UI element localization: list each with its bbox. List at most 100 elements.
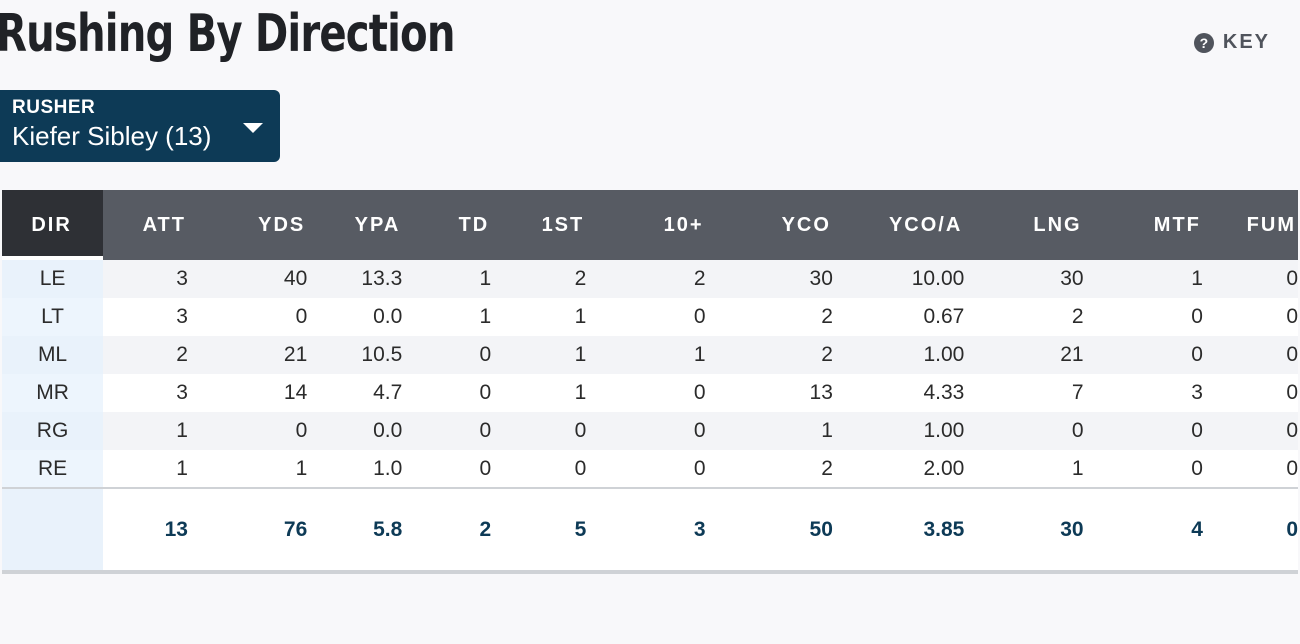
table-cell: 1	[176, 456, 188, 480]
table-cell: 13.3	[361, 267, 403, 290]
totals-cell: 50	[705, 487, 833, 574]
table-cell: 2	[821, 456, 833, 480]
table-cell: 0	[693, 305, 706, 328]
table-cell: 3	[176, 305, 188, 328]
rusher-label: RUSHER	[12, 97, 96, 118]
table-cell: 0	[1071, 419, 1084, 442]
totals-label-cell	[2, 487, 104, 574]
table-cell: 3	[1191, 381, 1203, 404]
table-cell: 1	[821, 419, 833, 442]
direction-cell: MR	[2, 374, 104, 412]
table-cell: 3	[176, 381, 188, 404]
totals-cell: 4	[1083, 487, 1203, 574]
table-header-row: DIR ATT YDS YPA TD 1ST 10+ YCO YCO/A LNG MTF FUM	[2, 190, 1298, 260]
table-row: MR 3 14 4.7 0 1 0 13 4.33 7 3 0	[2, 374, 1298, 412]
table-cell: 0	[1286, 419, 1298, 442]
table-cell: 21	[283, 343, 308, 366]
totals-cell: 30	[964, 487, 1084, 574]
rusher-selected-value: Kiefer Sibley (13)	[12, 121, 212, 151]
table-cell: 0	[1191, 456, 1203, 480]
table-cell: 1.00	[923, 343, 965, 366]
table-cell: 1	[295, 456, 308, 480]
column-header-td[interactable]: TD	[402, 190, 492, 260]
totals-cell: 2	[402, 487, 492, 574]
table-cell: 0.0	[373, 305, 403, 328]
table-cell: 2	[821, 305, 833, 328]
direction-cell: RG	[2, 412, 104, 450]
column-header-10-[interactable]: 10+	[586, 190, 706, 260]
table-cell: 1	[176, 419, 188, 442]
table-cell: 0	[479, 343, 492, 366]
table-cell: 0	[1191, 305, 1203, 328]
table-cell: 0.0	[373, 419, 403, 442]
totals-cell: 3.85	[832, 487, 965, 574]
table-cell: 0	[295, 305, 308, 328]
column-header-yco[interactable]: YCO	[705, 190, 833, 260]
direction-cell: LT	[2, 298, 104, 336]
table-cell: 2.00	[923, 456, 965, 480]
table-cell: 30	[1060, 267, 1084, 290]
table-cell: 2	[1071, 305, 1084, 328]
table-cell: 0	[479, 419, 492, 442]
table-cell: 1	[574, 343, 587, 366]
table-cell: 0	[1286, 305, 1298, 328]
table-row: ML 2 21 10.5 0 1 1 2 1.00 21 0 0	[2, 336, 1298, 374]
table-cell: 2	[821, 343, 833, 366]
table-cell: 1	[693, 343, 706, 366]
totals-cell: 13	[103, 487, 188, 574]
table-cell: 0	[1191, 343, 1203, 366]
table-cell: 13	[809, 381, 833, 404]
table-cell: 0	[1286, 267, 1298, 290]
table-cell: 40	[283, 267, 308, 290]
column-header-yco-a[interactable]: YCO/A	[832, 190, 965, 260]
totals-cell: 5	[491, 487, 587, 574]
totals-cell: 3	[586, 487, 706, 574]
table-cell: 0.67	[923, 305, 965, 328]
table-cell: 0	[693, 419, 706, 442]
table-row: RE 1 1 1.0 0 0 0 2 2.00 1 0 0	[2, 450, 1298, 488]
rusher-dropdown[interactable]: RUSHER Kiefer Sibley (13)	[0, 90, 280, 162]
table-cell: 7	[1071, 381, 1084, 404]
direction-cell: RE	[2, 450, 104, 488]
table-cell: 0	[1191, 419, 1203, 442]
table-cell: 1.0	[373, 456, 403, 480]
totals-row: 13 76 5.8 2 5 3 50 3.85 30 4 0	[2, 487, 1298, 574]
table-cell: 0	[295, 419, 308, 442]
totals-cell: 5.8	[307, 487, 403, 574]
column-header-1st[interactable]: 1ST	[491, 190, 587, 260]
table-cell: 21	[1060, 343, 1084, 366]
table-row: LE 3 40 13.3 1 2 2 30 10.00 30 1 0	[2, 260, 1298, 298]
table-row: RG 1 0 0.0 0 0 0 1 1.00 0 0 0	[2, 412, 1298, 450]
table-cell: 2	[176, 343, 188, 366]
table-cell: 0	[479, 381, 492, 404]
table-cell: 0	[1286, 456, 1298, 480]
table-cell: 1	[1071, 456, 1084, 480]
direction-cell: ML	[2, 336, 104, 374]
direction-cell: LE	[2, 260, 104, 298]
rushing-direction-table: DIR ATT YDS YPA TD 1ST 10+ YCO YCO/A LNG MTF FUM LE…	[2, 190, 1298, 574]
table-cell: 0	[693, 381, 706, 404]
table-cell: 3	[176, 267, 188, 290]
key-label: KEY	[1222, 31, 1270, 53]
table-cell: 2	[693, 267, 706, 290]
table-cell: 1	[574, 305, 587, 328]
table-cell: 10.00	[911, 267, 965, 290]
table-cell: 0	[574, 456, 587, 480]
key-button[interactable]: ? KEY	[1193, 31, 1270, 54]
column-header-lng[interactable]: LNG	[964, 190, 1084, 260]
totals-cell: 76	[187, 487, 308, 574]
table-cell: 4.33	[923, 381, 965, 404]
table-cell: 0	[1286, 381, 1298, 404]
table-cell: 10.5	[361, 343, 403, 366]
table-cell: 14	[283, 381, 308, 404]
column-header-att[interactable]: ATT	[103, 190, 188, 260]
column-header-dir[interactable]: DIR	[2, 190, 104, 260]
column-header-yds[interactable]: YDS	[187, 190, 308, 260]
column-header-mtf[interactable]: MTF	[1083, 190, 1203, 260]
table-cell: 2	[574, 267, 587, 290]
table-cell: 0	[693, 456, 706, 480]
page-title: Rushing By Direction	[0, 4, 455, 64]
column-header-fum[interactable]: FUM	[1202, 190, 1298, 260]
column-header-ypa[interactable]: YPA	[307, 190, 403, 260]
table-cell: 1	[479, 305, 492, 328]
